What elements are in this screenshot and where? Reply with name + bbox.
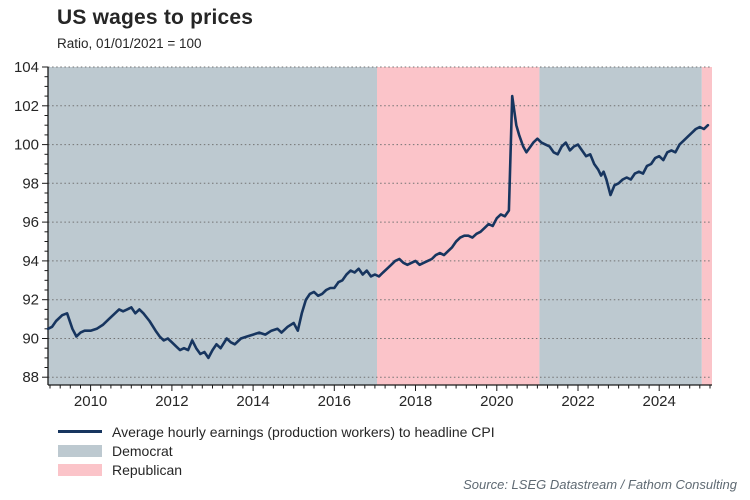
series-line <box>46 94 710 360</box>
source-credit: Source: LSEG Datastream / Fathom Consult… <box>463 477 737 492</box>
legend-item-series: Average hourly earnings (production work… <box>58 422 495 441</box>
band-republican <box>701 67 712 385</box>
legend: Average hourly earnings (production work… <box>58 422 495 479</box>
legend-label-democrat: Democrat <box>112 442 173 459</box>
republican-swatch <box>58 463 102 476</box>
x-axis-label: 2024 <box>643 393 676 410</box>
y-axis-label: 92 <box>22 292 39 309</box>
y-axis-label: 94 <box>22 253 39 270</box>
y-axis-label: 102 <box>14 98 39 115</box>
legend-label-series: Average hourly earnings (production work… <box>112 423 495 440</box>
x-axis-label: 2016 <box>318 393 351 410</box>
legend-item-democrat: Democrat <box>58 441 495 460</box>
chart-subtitle: Ratio, 01/01/2021 = 100 <box>57 36 202 51</box>
x-axis-label: 2010 <box>74 393 107 410</box>
y-axis-label: 88 <box>22 369 39 386</box>
y-axis-label: 98 <box>22 175 39 192</box>
y-axis-label: 100 <box>14 137 39 154</box>
y-axis-label: 104 <box>14 59 39 76</box>
x-axis-label: 2022 <box>561 393 594 410</box>
y-axis-label: 96 <box>22 214 39 231</box>
x-axis-label: 2014 <box>236 393 269 410</box>
x-axis-label: 2012 <box>155 393 188 410</box>
legend-item-republican: Republican <box>58 460 495 479</box>
series-line-swatch <box>58 430 102 433</box>
band-democrat <box>539 67 702 385</box>
y-axis-label: 90 <box>22 331 39 348</box>
band-democrat <box>48 67 377 385</box>
legend-label-republican: Republican <box>112 461 183 478</box>
chart-title: US wages to prices <box>57 6 254 29</box>
x-axis-label: 2018 <box>399 393 432 410</box>
democrat-swatch <box>58 444 102 457</box>
plot-area: 88 90 92 94 96 98 100 102 104 2010 2012 2014 2016 201… <box>14 59 712 410</box>
x-axis-label: 2020 <box>480 393 513 410</box>
